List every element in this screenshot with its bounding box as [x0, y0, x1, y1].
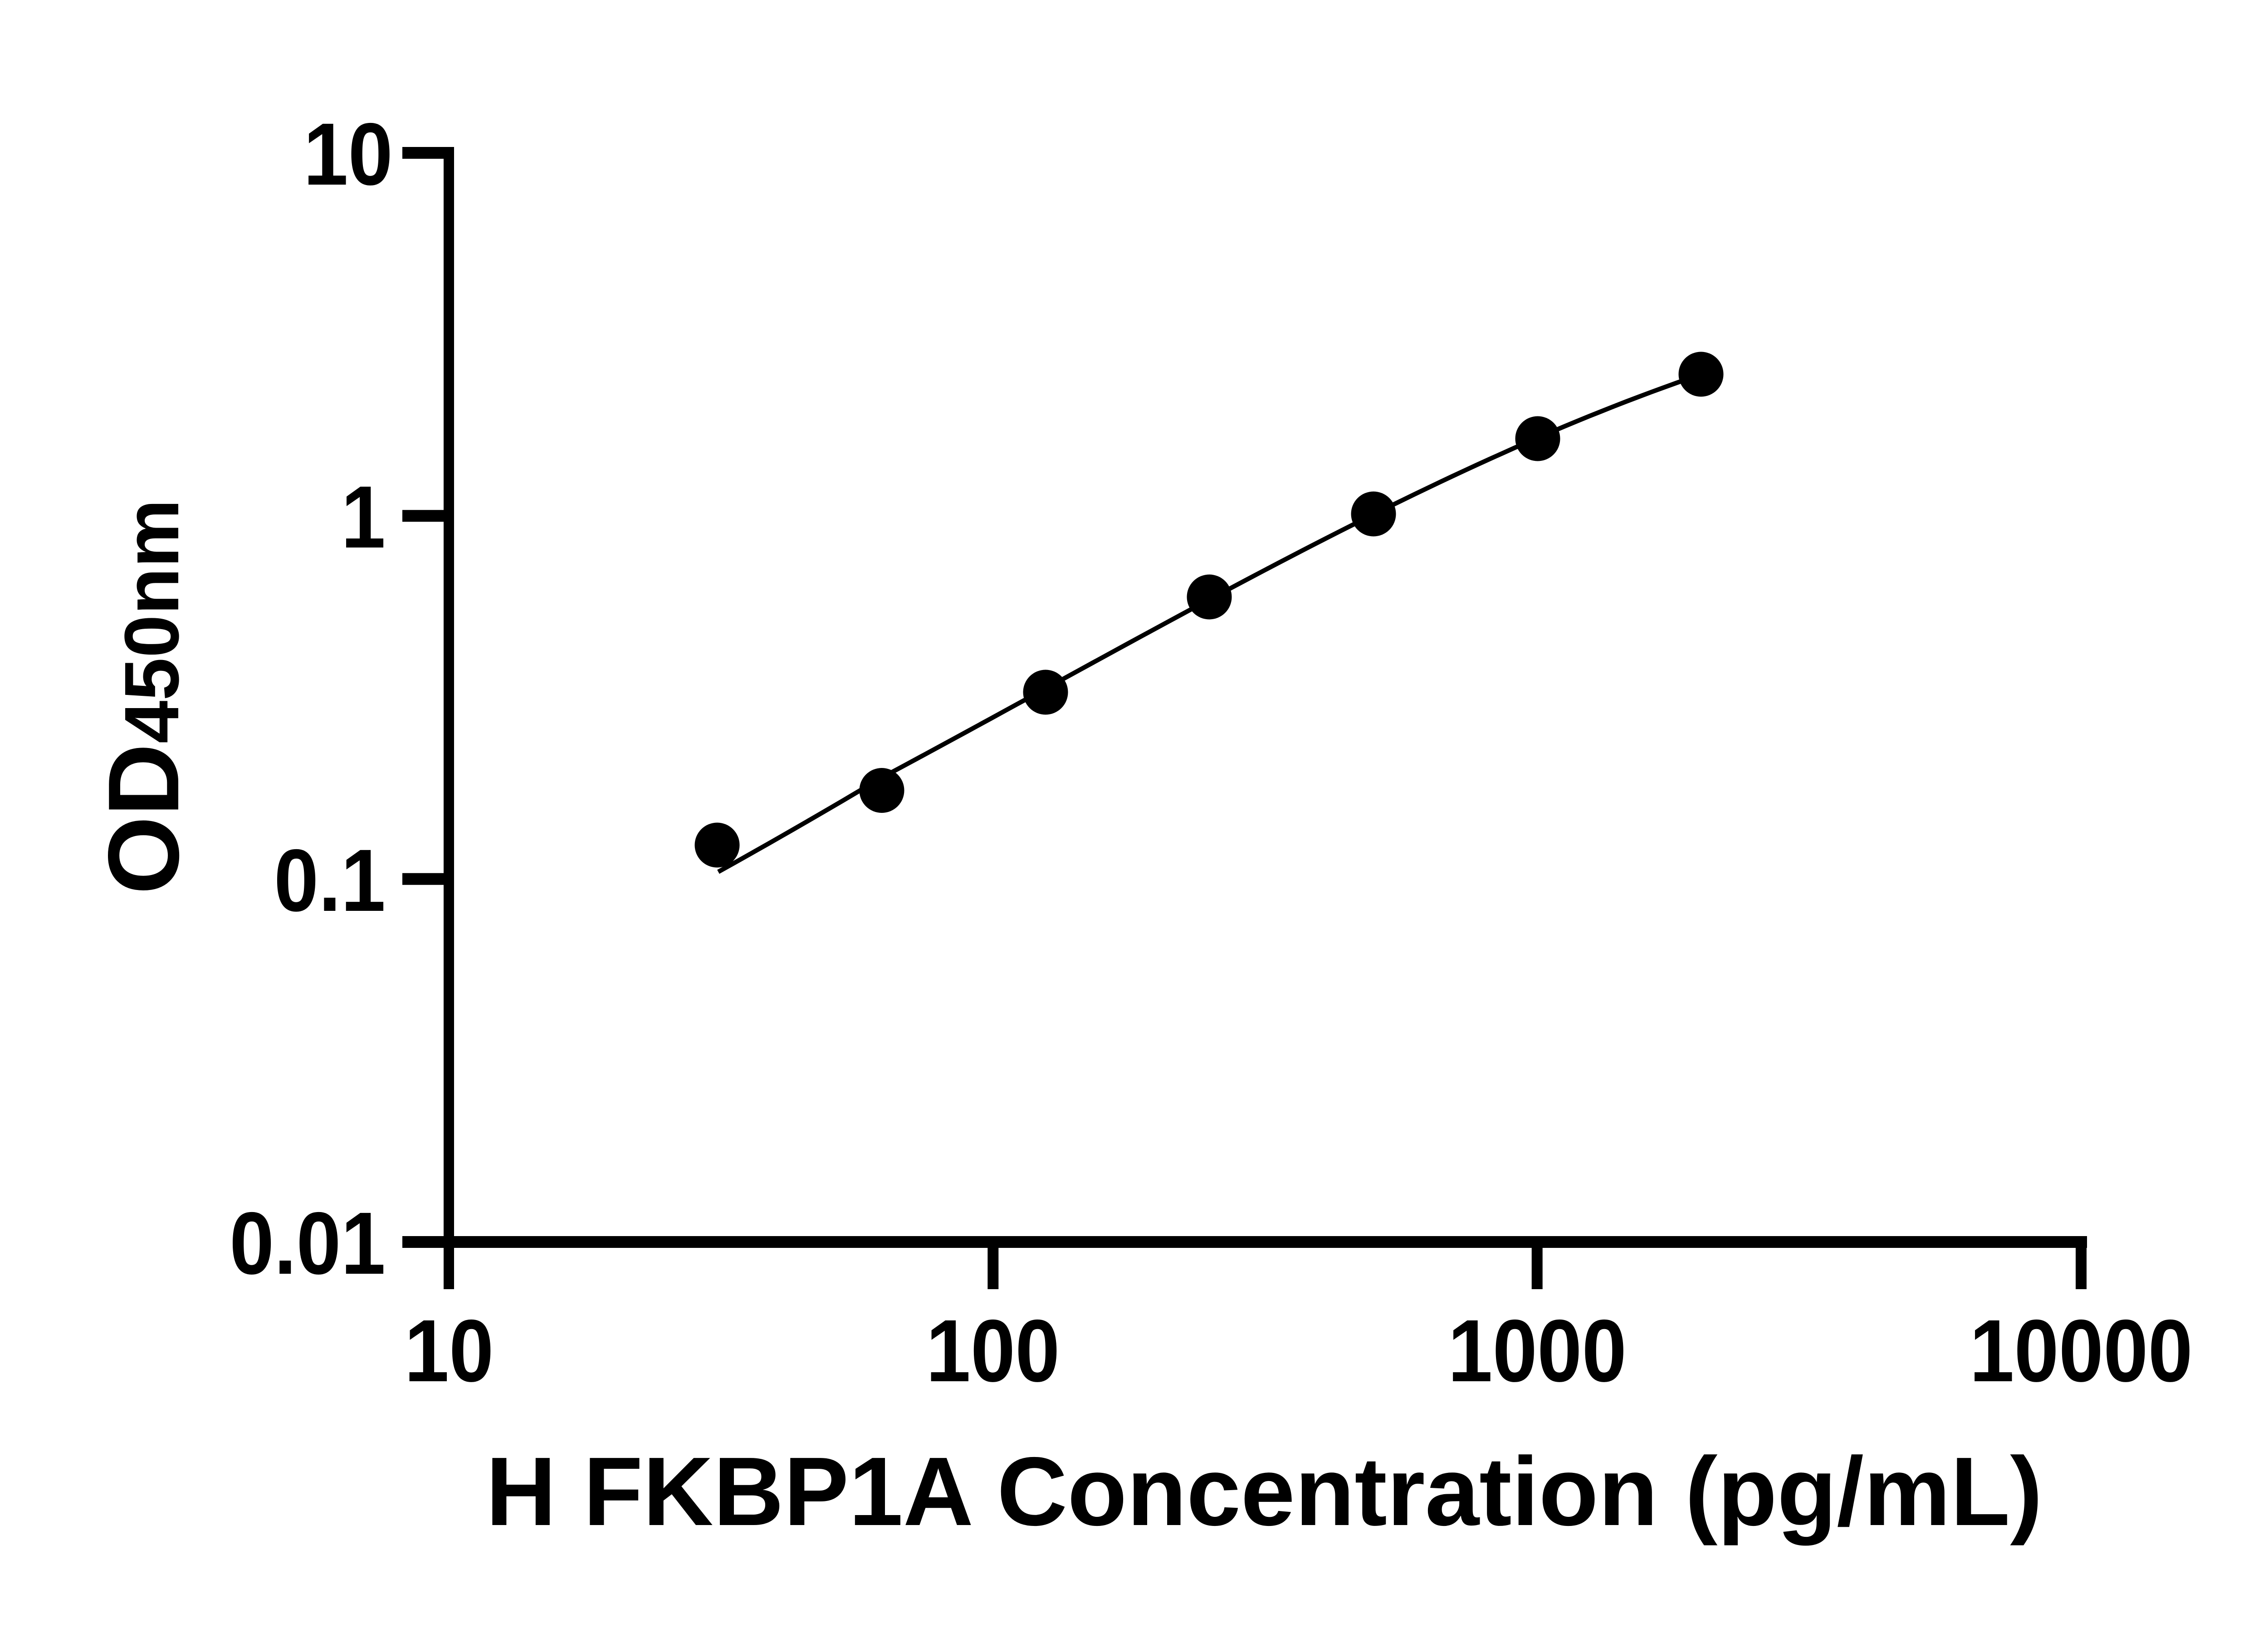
svg-text:10000: 10000: [1970, 1301, 2193, 1400]
svg-text:10: 10: [303, 105, 393, 204]
svg-text:0.01: 0.01: [230, 1194, 386, 1293]
svg-text:10: 10: [405, 1301, 494, 1400]
svg-text:1000: 1000: [1448, 1301, 1627, 1400]
svg-text:0.1: 0.1: [274, 831, 386, 930]
svg-text:H FKBP1A Concentration (pg/mL): H FKBP1A Concentration (pg/mL): [486, 1437, 2043, 1546]
svg-text:1: 1: [341, 468, 386, 567]
svg-text:100: 100: [926, 1301, 1060, 1400]
